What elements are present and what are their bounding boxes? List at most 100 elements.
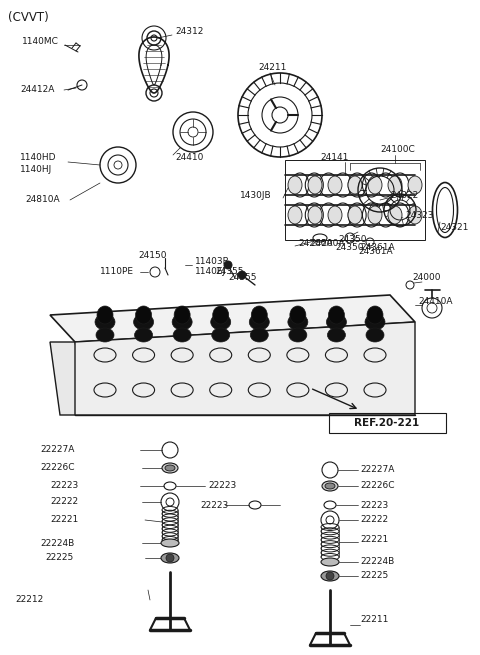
Ellipse shape <box>174 306 190 324</box>
Ellipse shape <box>173 328 191 342</box>
Text: 24412A: 24412A <box>20 86 54 94</box>
Ellipse shape <box>134 328 153 342</box>
Text: 22212: 22212 <box>15 595 43 605</box>
Text: 24810A: 24810A <box>25 195 60 204</box>
Ellipse shape <box>325 483 335 489</box>
Ellipse shape <box>328 206 342 224</box>
Text: 24350: 24350 <box>335 244 363 252</box>
Text: 24350: 24350 <box>338 236 367 244</box>
Ellipse shape <box>408 206 422 224</box>
Circle shape <box>238 271 246 279</box>
Ellipse shape <box>288 314 308 330</box>
Text: 24322: 24322 <box>390 191 418 200</box>
Ellipse shape <box>212 328 230 342</box>
Text: 22223: 22223 <box>208 481 236 491</box>
Bar <box>285 160 425 240</box>
Ellipse shape <box>365 314 385 330</box>
Ellipse shape <box>97 306 113 324</box>
Text: REF.20-221: REF.20-221 <box>354 418 420 428</box>
Text: 1110PE: 1110PE <box>100 267 134 276</box>
Ellipse shape <box>388 176 402 194</box>
Ellipse shape <box>308 206 322 224</box>
Text: 22222: 22222 <box>360 515 388 525</box>
Ellipse shape <box>133 314 154 330</box>
Text: 22226C: 22226C <box>40 464 74 472</box>
Text: 24361A: 24361A <box>358 248 393 257</box>
Ellipse shape <box>348 206 362 224</box>
Ellipse shape <box>322 481 338 491</box>
Ellipse shape <box>328 306 345 324</box>
Text: 24100C: 24100C <box>380 145 415 155</box>
Text: 22211: 22211 <box>360 616 388 624</box>
Text: 22226C: 22226C <box>360 481 395 491</box>
Text: 22221: 22221 <box>50 515 78 525</box>
Ellipse shape <box>368 176 382 194</box>
Ellipse shape <box>162 463 178 473</box>
Ellipse shape <box>289 328 307 342</box>
Text: 11403B: 11403B <box>195 257 230 267</box>
Text: 22227A: 22227A <box>360 466 395 474</box>
Ellipse shape <box>408 176 422 194</box>
Text: 24355: 24355 <box>228 274 256 282</box>
Text: 22224B: 22224B <box>40 538 74 548</box>
Ellipse shape <box>250 328 268 342</box>
Ellipse shape <box>368 206 382 224</box>
Text: 22225: 22225 <box>45 553 73 563</box>
Text: 22222: 22222 <box>50 498 78 506</box>
Ellipse shape <box>161 539 179 547</box>
Text: 24410: 24410 <box>175 153 204 162</box>
Ellipse shape <box>165 465 175 471</box>
Text: 24141: 24141 <box>320 153 348 162</box>
Polygon shape <box>50 295 415 342</box>
Text: 24312: 24312 <box>175 28 204 37</box>
Text: 1140MC: 1140MC <box>22 37 59 47</box>
Text: 22223: 22223 <box>50 481 78 491</box>
Text: 22224B: 22224B <box>360 557 394 567</box>
Polygon shape <box>50 342 90 415</box>
Text: 1140HJ: 1140HJ <box>20 166 52 174</box>
Text: 22223: 22223 <box>200 500 228 510</box>
Ellipse shape <box>96 328 114 342</box>
Text: 24361A: 24361A <box>360 244 395 252</box>
Ellipse shape <box>321 571 339 581</box>
Ellipse shape <box>288 206 302 224</box>
Text: 24200A: 24200A <box>298 238 333 248</box>
Text: 24000: 24000 <box>412 274 441 282</box>
Text: 24323: 24323 <box>405 210 433 219</box>
Ellipse shape <box>290 306 306 324</box>
Text: 24321: 24321 <box>440 223 468 233</box>
Ellipse shape <box>161 553 179 563</box>
Ellipse shape <box>327 328 346 342</box>
Ellipse shape <box>388 206 402 224</box>
Ellipse shape <box>211 314 231 330</box>
Ellipse shape <box>135 306 152 324</box>
Text: 22223: 22223 <box>360 500 388 510</box>
Text: 1430JB: 1430JB <box>240 191 272 200</box>
Text: 1140EJ: 1140EJ <box>195 267 226 276</box>
Ellipse shape <box>308 176 322 194</box>
Ellipse shape <box>288 176 302 194</box>
Text: 22227A: 22227A <box>40 445 74 455</box>
Text: 24150: 24150 <box>138 250 167 259</box>
Ellipse shape <box>249 314 269 330</box>
Ellipse shape <box>95 314 115 330</box>
Text: 24410A: 24410A <box>418 297 453 307</box>
Ellipse shape <box>366 328 384 342</box>
Text: 24355: 24355 <box>215 267 243 276</box>
Ellipse shape <box>213 306 228 324</box>
Text: 22225: 22225 <box>360 572 388 580</box>
Circle shape <box>224 261 232 269</box>
Circle shape <box>166 554 174 562</box>
Text: 22221: 22221 <box>360 536 388 544</box>
Circle shape <box>326 572 334 580</box>
Ellipse shape <box>348 176 362 194</box>
Ellipse shape <box>326 314 347 330</box>
Text: 24211: 24211 <box>258 64 287 73</box>
Ellipse shape <box>367 306 383 324</box>
Ellipse shape <box>328 176 342 194</box>
Text: 1140HD: 1140HD <box>20 153 57 162</box>
Text: 24200A: 24200A <box>310 238 345 248</box>
Text: (CVVT): (CVVT) <box>8 12 49 24</box>
Polygon shape <box>75 322 415 415</box>
Ellipse shape <box>252 306 267 324</box>
